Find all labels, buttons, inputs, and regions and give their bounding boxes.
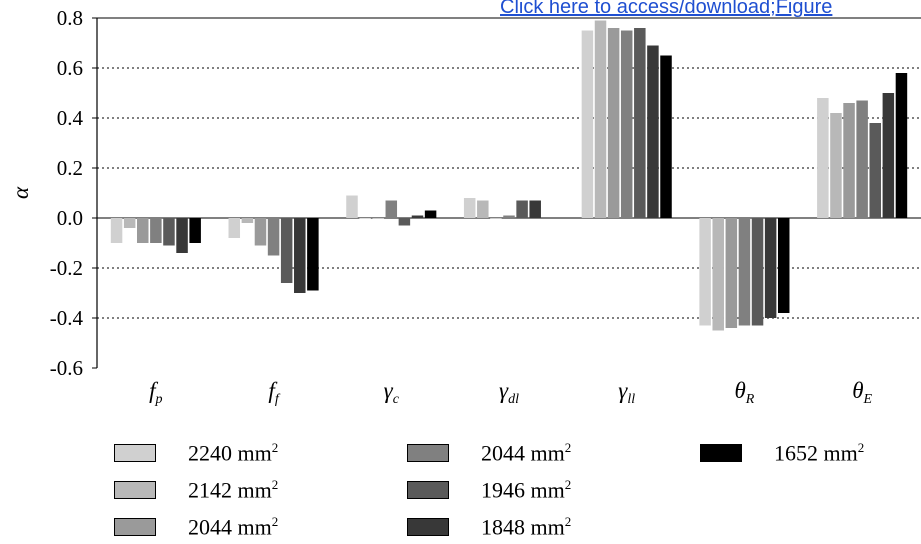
legend-label: 1848 mm2 xyxy=(481,513,572,540)
bar xyxy=(542,218,555,219)
legend-label: 2240 mm2 xyxy=(188,439,279,466)
bar xyxy=(607,28,620,218)
y-tick-label: -0.4 xyxy=(50,306,84,330)
y-tick-label: -0.6 xyxy=(50,356,83,380)
bar xyxy=(777,218,790,313)
x-tick-label: fp xyxy=(149,378,162,407)
bar xyxy=(372,218,384,219)
bar xyxy=(150,218,162,243)
bar xyxy=(189,218,201,243)
legend-item-2240: 2240 mm2 xyxy=(114,439,279,466)
x-tick-label: γc xyxy=(384,378,400,407)
bar xyxy=(110,218,123,243)
bar xyxy=(529,200,541,218)
legend-item-1848: 1848 mm2 xyxy=(407,513,572,540)
bar xyxy=(843,103,855,218)
legend-label: 2044 mm2 xyxy=(481,439,572,466)
legend-item-2044-a: 2044 mm2 xyxy=(114,513,279,540)
legend-swatch xyxy=(114,481,156,499)
bar xyxy=(280,218,293,283)
y-tick-label: -0.2 xyxy=(50,256,83,280)
bar xyxy=(490,218,502,219)
bar xyxy=(516,200,528,218)
bar xyxy=(477,200,489,218)
bar xyxy=(307,218,319,291)
bar xyxy=(725,218,738,328)
legend-label: 1946 mm2 xyxy=(481,476,572,503)
bar xyxy=(424,210,437,218)
bar xyxy=(817,98,829,218)
bar xyxy=(738,218,751,326)
x-tick-label: γdl xyxy=(499,378,519,407)
bar xyxy=(267,218,280,256)
x-tick-label: θR xyxy=(734,378,754,407)
bar xyxy=(660,55,672,218)
bar xyxy=(294,218,306,293)
bar xyxy=(647,45,659,218)
legend-item-1946: 1946 mm2 xyxy=(407,476,572,503)
bar xyxy=(228,218,241,238)
bar xyxy=(634,28,646,218)
legend-item-2142: 2142 mm2 xyxy=(114,476,279,503)
y-tick-label: 0.8 xyxy=(57,6,83,30)
x-tick-label: θE xyxy=(852,378,872,407)
y-axis-label: α xyxy=(8,186,33,199)
legend-swatch xyxy=(114,518,156,536)
bar xyxy=(751,218,764,326)
bar xyxy=(123,218,136,228)
bar xyxy=(346,195,358,218)
legend-label: 2142 mm2 xyxy=(188,476,279,503)
legend-item-1652: 1652 mm2 xyxy=(700,439,865,466)
bar xyxy=(411,215,424,218)
bar xyxy=(163,218,175,246)
bar xyxy=(385,200,398,218)
bar xyxy=(463,198,476,218)
bar xyxy=(895,73,908,218)
bar xyxy=(620,30,633,218)
legend-swatch xyxy=(407,518,449,536)
bar xyxy=(254,218,267,246)
legend-label: 2044 mm2 xyxy=(188,513,279,540)
bar xyxy=(764,218,777,318)
bar xyxy=(359,218,371,219)
bar xyxy=(856,100,868,218)
bar xyxy=(830,113,842,218)
bar xyxy=(241,218,254,223)
bar xyxy=(503,215,515,218)
legend-swatch xyxy=(407,444,449,462)
x-tick-label: ff xyxy=(268,378,280,407)
x-tick-label: γll xyxy=(618,378,635,407)
y-tick-label: 0.6 xyxy=(57,56,83,80)
y-tick-label: 0.4 xyxy=(57,106,84,130)
bar xyxy=(882,93,895,218)
bar xyxy=(712,218,724,331)
legend-swatch xyxy=(407,481,449,499)
bar xyxy=(581,30,594,218)
bar xyxy=(398,218,411,226)
bar xyxy=(594,20,607,218)
y-tick-label: 0.2 xyxy=(57,156,83,180)
download-link[interactable]: Click here to access/download;Figure xyxy=(500,0,833,18)
bar xyxy=(176,218,188,253)
legend-swatch xyxy=(114,444,156,462)
bar xyxy=(869,123,881,218)
legend-item-2044-b: 2044 mm2 xyxy=(407,439,572,466)
legend-label: 1652 mm2 xyxy=(774,439,865,466)
bar xyxy=(137,218,149,243)
bar xyxy=(699,218,711,326)
y-tick-label: 0.0 xyxy=(57,206,83,230)
legend-swatch xyxy=(700,444,742,462)
